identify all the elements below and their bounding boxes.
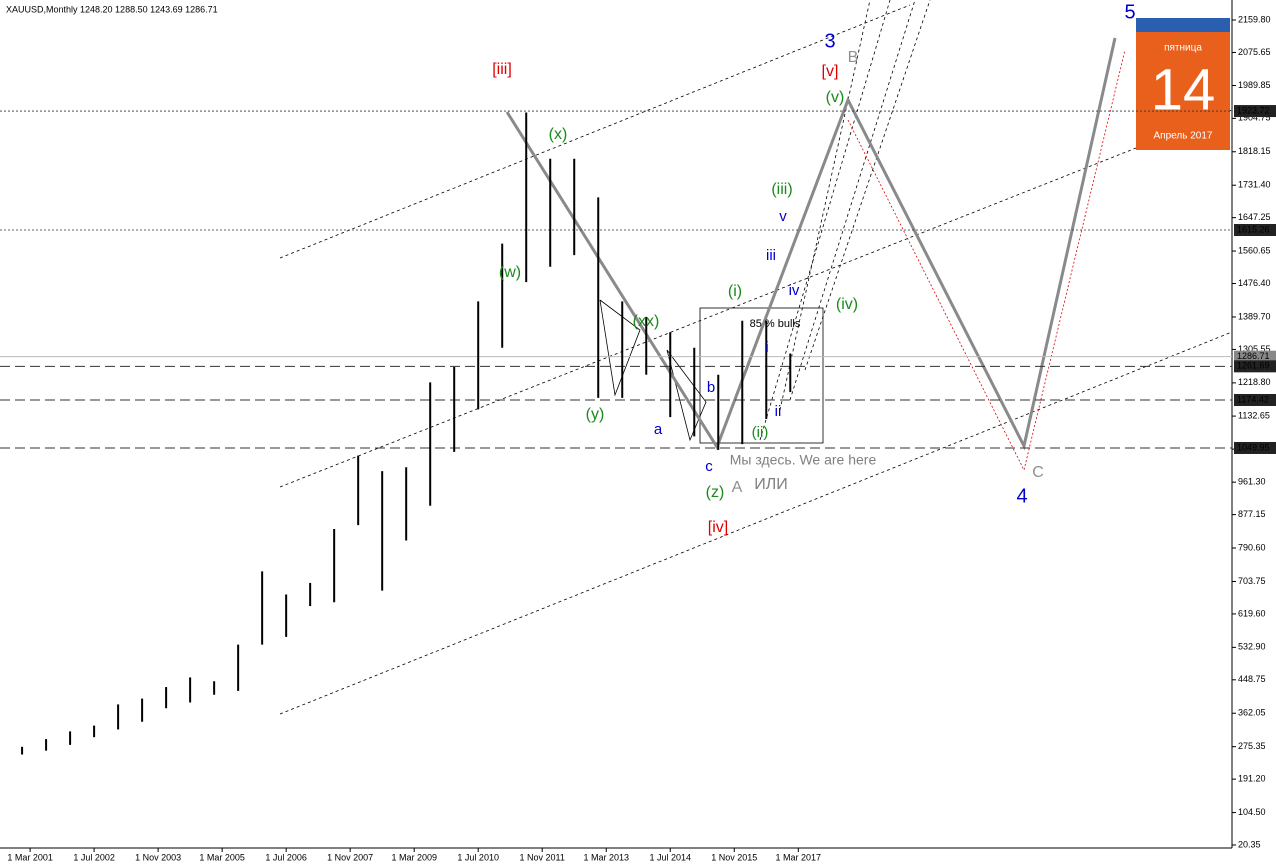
calendar-weekday: пятница xyxy=(1164,43,1202,54)
level-label: 1286.71 xyxy=(1237,351,1270,361)
y-tick-label: 362.05 xyxy=(1238,708,1266,718)
level-label-bg xyxy=(1234,360,1276,373)
y-tick-label: 703.75 xyxy=(1238,576,1266,586)
level-label-bg xyxy=(1234,223,1276,236)
wave-label: (w) xyxy=(499,264,521,281)
chart-title: XAUUSD,Monthly 1248.20 1288.50 1243.69 1… xyxy=(6,4,218,14)
calendar-day: 14 xyxy=(1151,57,1216,122)
x-tick-label: 1 Mar 2005 xyxy=(199,852,245,862)
calendar-top xyxy=(1136,18,1230,32)
level-label: 1049.95 xyxy=(1237,442,1270,452)
wave-label: ii xyxy=(775,403,782,420)
x-tick-label: 1 Jul 2010 xyxy=(457,852,499,862)
level-label: 1174.42 xyxy=(1237,394,1269,404)
wave-label: C xyxy=(1032,464,1044,481)
calendar-month: Апрель 2017 xyxy=(1154,131,1213,142)
wave-label: ИЛИ xyxy=(754,476,788,493)
level-label-bg xyxy=(1234,393,1276,406)
y-tick-label: 1218.80 xyxy=(1238,377,1271,387)
wave-label: i xyxy=(765,339,768,356)
y-tick-label: 1305.55 xyxy=(1238,344,1271,354)
x-tick-label: 1 Jul 2014 xyxy=(649,852,691,862)
wave-label: Мы здесь. We are here xyxy=(730,452,877,468)
x-tick-label: 1 Nov 2015 xyxy=(711,852,757,862)
channels xyxy=(279,0,1233,715)
wave-label: a xyxy=(654,421,663,438)
wave-label: c xyxy=(705,458,713,475)
x-tick-label: 1 Mar 2009 xyxy=(391,852,437,862)
y-tick-label: 961.30 xyxy=(1238,477,1266,487)
y-tick-label: 104.50 xyxy=(1238,807,1266,817)
wave-label: 5 xyxy=(1124,1,1135,23)
level-label: 1615.26 xyxy=(1237,224,1270,234)
wave-label: (xx) xyxy=(633,313,660,330)
wave-label: v xyxy=(779,208,787,225)
y-tick-label: 20.35 xyxy=(1238,839,1261,849)
level-label-bg xyxy=(1234,350,1276,363)
wave-label: (y) xyxy=(586,406,605,423)
wave-label: (iv) xyxy=(836,296,858,313)
wave-label: 3 xyxy=(824,30,835,52)
level-label: 1923.72 xyxy=(1237,105,1270,115)
x-tick-label: 1 Nov 2007 xyxy=(327,852,373,862)
wave-label: iv xyxy=(789,282,800,299)
x-tick-label: 1 Jul 2002 xyxy=(73,852,115,862)
wave-label: B xyxy=(848,49,859,66)
level-label-bg xyxy=(1234,441,1276,454)
wave-label: iii xyxy=(766,247,776,264)
patterns xyxy=(599,299,824,444)
y-tick-label: 191.20 xyxy=(1238,773,1266,783)
wave-label: 85 % bulls xyxy=(750,318,801,330)
y-tick-label: 448.75 xyxy=(1238,674,1266,684)
y-tick-label: 877.15 xyxy=(1238,509,1266,519)
y-tick-label: 1731.40 xyxy=(1238,180,1271,190)
wave-label: 4 xyxy=(1016,485,1027,507)
y-tick-label: 1818.15 xyxy=(1238,146,1271,156)
wave-label: (z) xyxy=(706,484,725,501)
wave-label: [v] xyxy=(822,63,839,80)
wave-label: (iii) xyxy=(771,181,792,198)
x-tick-label: 1 Jul 2006 xyxy=(265,852,307,862)
wave-label: [iii] xyxy=(492,61,512,78)
y-tick-label: 1132.65 xyxy=(1238,410,1270,420)
x-tick-label: 1 Mar 2013 xyxy=(583,852,629,862)
level-label: 1261.69 xyxy=(1237,361,1270,371)
y-tick-label: 532.90 xyxy=(1238,642,1266,652)
y-tick-label: 619.60 xyxy=(1238,608,1266,618)
wave-label: (x) xyxy=(549,126,568,143)
y-tick-label: 1476.40 xyxy=(1238,278,1271,288)
level-label-bg xyxy=(1234,105,1276,118)
wave-label: b xyxy=(707,379,715,396)
wave-label: (i) xyxy=(728,283,742,300)
y-tick-label: 2075.65 xyxy=(1238,47,1271,57)
y-tick-label: 1389.70 xyxy=(1238,311,1271,321)
calendar: пятница 14 Апрель 2017 xyxy=(1136,18,1230,150)
y-tick-label: 1904.75 xyxy=(1238,113,1271,123)
y-tick-label: 1560.65 xyxy=(1238,245,1271,255)
wave-label: [iv] xyxy=(708,519,728,536)
x-tick-label: 1 Mar 2001 xyxy=(7,852,53,862)
wave-label: (ii) xyxy=(752,424,769,441)
wave-label: (v) xyxy=(826,89,845,106)
y-tick-label: 275.35 xyxy=(1238,741,1266,751)
wave-label: A xyxy=(732,479,743,496)
y-tick-label: 2159.80 xyxy=(1238,14,1271,24)
y-tick-label: 1989.85 xyxy=(1238,80,1271,90)
y-tick-label: 1647.25 xyxy=(1238,212,1271,222)
x-tick-label: 1 Nov 2003 xyxy=(135,852,181,862)
y-tick-label: 790.60 xyxy=(1238,542,1266,552)
x-tick-label: 1 Nov 2011 xyxy=(520,852,565,862)
x-tick-label: 1 Mar 2017 xyxy=(776,852,822,862)
calendar-bg xyxy=(1136,18,1230,150)
